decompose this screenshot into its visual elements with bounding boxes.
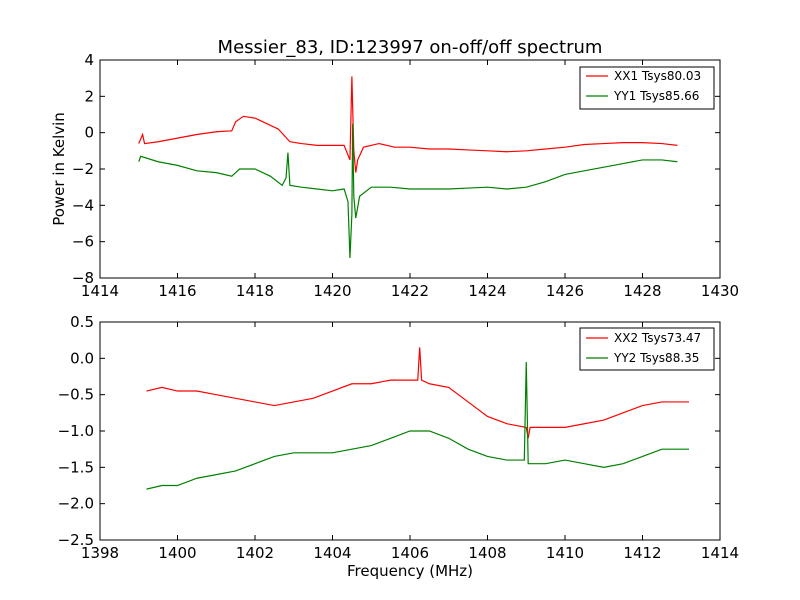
x-tick-label: 1418 [236, 282, 274, 300]
series-line-yy2 [146, 361, 689, 490]
y-tick-label: −2 [72, 160, 94, 178]
top-x-ticks: 1414 1416 1418 1420 1422 1424 1426 1428 1430 [81, 60, 739, 300]
x-tick-label: 1424 [468, 282, 506, 300]
bottom-y-ticks: 0.5 0.0 −0.5 −1.0 −1.5 −2.0 −2.5 [58, 313, 720, 549]
legend-label-yy1: YY1 Tsys85.66 [613, 89, 699, 103]
bottom-legend: XX2 Tsys73.47 YY2 Tsys88.35 [579, 327, 715, 371]
top-legend-box [579, 66, 715, 110]
x-tick-label: 1398 [81, 544, 119, 562]
x-tick-label: 1422 [391, 282, 429, 300]
y-tick-label: −1.0 [58, 422, 94, 440]
bottom-legend-box [579, 327, 715, 371]
series-line-xx1 [138, 76, 678, 173]
x-tick-label: 1416 [158, 282, 196, 300]
x-tick-label: 1414 [701, 544, 739, 562]
x-tick-label: 1408 [468, 544, 506, 562]
y-tick-label: 4 [84, 51, 94, 69]
legend-label-xx1: XX1 Tsys80.03 [614, 69, 701, 83]
x-tick-label: 1426 [546, 282, 584, 300]
chart-title: Messier_83, ID:123997 on-off/off spectru… [218, 37, 603, 58]
legend-label-xx2: XX2 Tsys73.47 [614, 331, 701, 345]
bottom-x-ticks: 1398 1400 1402 1404 1406 1408 1410 1412 1414 [81, 322, 739, 562]
x-tick-label: 1410 [546, 544, 584, 562]
y-tick-label: −0.5 [58, 386, 94, 404]
y-tick-label: 0.5 [70, 313, 94, 331]
x-tick-label: 1420 [313, 282, 351, 300]
x-tick-label: 1412 [623, 544, 661, 562]
bottom-x-axis-label: Frequency (MHz) [347, 562, 473, 580]
series-line-yy1 [138, 123, 678, 259]
bottom-plot-panel: 1398 1400 1402 1404 1406 1408 1410 1412 1414 0.5… [58, 313, 740, 580]
top-plot-panel: 1414 1416 1418 1420 1422 1424 1426 1428 1430 4 2 0… [50, 51, 739, 300]
top-y-ticks: 4 2 0 −2 −4 −6 −8 [72, 51, 720, 287]
series-line-xx2 [146, 347, 689, 439]
y-tick-label: −2.5 [58, 531, 94, 549]
x-tick-label: 1414 [81, 282, 119, 300]
x-tick-label: 1402 [236, 544, 274, 562]
top-series-lines [138, 76, 678, 259]
y-tick-label: 0.0 [70, 349, 94, 367]
y-tick-label: −8 [72, 269, 94, 287]
top-legend: XX1 Tsys80.03 YY1 Tsys85.66 [579, 66, 715, 110]
y-tick-label: 0 [84, 124, 94, 142]
y-tick-label: 2 [84, 87, 94, 105]
x-tick-label: 1406 [391, 544, 429, 562]
x-tick-label: 1404 [313, 544, 351, 562]
y-tick-label: −2.0 [58, 495, 94, 513]
top-y-axis-label: Power in Kelvin [50, 112, 68, 226]
x-tick-label: 1428 [623, 282, 661, 300]
legend-label-yy2: YY2 Tsys88.35 [613, 351, 699, 365]
y-tick-label: −4 [72, 196, 94, 214]
y-tick-label: −1.5 [58, 458, 94, 476]
x-tick-label: 1430 [701, 282, 739, 300]
x-tick-label: 1400 [158, 544, 196, 562]
y-tick-label: −6 [72, 233, 94, 251]
bottom-series-lines [146, 347, 689, 490]
